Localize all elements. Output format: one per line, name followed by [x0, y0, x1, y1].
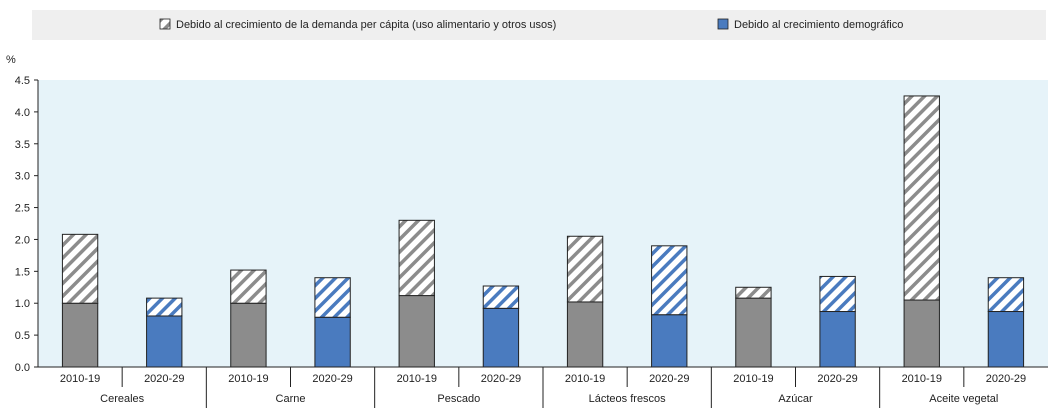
bar-demographic	[398, 295, 435, 368]
x-tick-label-period: 2010-19	[733, 373, 773, 385]
legend-background	[32, 10, 1046, 40]
x-tick-label-period: 2010-19	[60, 373, 100, 385]
bar-percapita	[230, 269, 267, 304]
bar-percapita	[566, 235, 604, 303]
bar-percapita	[819, 275, 856, 313]
bar-demographic	[482, 307, 520, 368]
x-group-label: Pescado	[437, 393, 480, 405]
x-tick-label-period: 2020-29	[649, 373, 689, 385]
legend-swatch-percapita	[159, 18, 171, 30]
legend-label-percapita: Debido al crecimiento de la demanda per …	[176, 19, 556, 31]
y-tick-label: 4.0	[15, 107, 30, 119]
bar-percapita	[651, 245, 688, 316]
y-tick-label: 1.5	[15, 266, 30, 278]
x-group-label: Carne	[276, 393, 306, 405]
y-tick-label: 3.5	[15, 139, 30, 151]
x-tick-label-period: 2010-19	[397, 373, 437, 385]
bar-demographic	[314, 316, 351, 368]
x-tick-label-period: 2010-19	[228, 373, 268, 385]
x-group-label: Cereales	[100, 393, 145, 405]
bar-demographic	[230, 302, 267, 368]
y-tick-label: 0.5	[15, 330, 30, 342]
bar-percapita	[314, 277, 351, 318]
x-group-label: Azúcar	[778, 393, 813, 405]
x-axis: 2010-19 2020-29 2010-19 2020-29 2010-19 2020-…	[60, 367, 1026, 408]
x-group-label: Lácteos frescos	[589, 393, 667, 405]
x-group-label: Aceite vegetal	[929, 393, 998, 405]
y-tick-label: 3.0	[15, 171, 30, 183]
y-tick-label: 4.5	[15, 75, 30, 87]
bar-percapita	[398, 219, 435, 297]
plot-background	[38, 80, 1048, 367]
bar-percapita	[482, 285, 520, 309]
x-tick-label-period: 2020-29	[817, 373, 857, 385]
x-tick-label-period: 2020-29	[144, 373, 184, 385]
bar-percapita	[735, 286, 772, 299]
bar-demographic	[987, 311, 1025, 368]
bar-demographic	[819, 311, 856, 368]
y-axis-unit-label: %	[6, 54, 16, 66]
x-tick-label-period: 2020-29	[481, 373, 521, 385]
x-tick-label-period: 2010-19	[565, 373, 605, 385]
x-tick-label-period: 2010-19	[902, 373, 942, 385]
bar-percapita	[903, 95, 940, 301]
y-axis: 0.0 0.5 1.0 1.5 2.0 2.5 3.0 3.5 4.0 4.5	[15, 75, 38, 374]
y-tick-label: 1.0	[15, 298, 30, 310]
legend-label-demographic: Debido al crecimiento demográfico	[734, 19, 903, 31]
bar-demographic	[651, 314, 688, 368]
legend: Debido al crecimiento de la demanda per …	[32, 10, 1046, 40]
bar-demographic	[61, 302, 99, 368]
x-tick-label-period: 2020-29	[312, 373, 352, 385]
y-tick-label: 2.0	[15, 234, 30, 246]
bar-demographic	[146, 315, 183, 368]
bar-demographic	[903, 299, 940, 368]
legend-swatch-demographic	[717, 18, 729, 30]
bar-percapita	[61, 233, 99, 304]
y-tick-label: 2.5	[15, 203, 30, 215]
bar-percapita	[987, 277, 1025, 313]
bar-demographic	[735, 297, 772, 368]
x-tick-label-period: 2020-29	[986, 373, 1026, 385]
bar-percapita	[146, 297, 183, 317]
bar-demographic	[566, 301, 604, 368]
bars	[61, 95, 1025, 368]
y-tick-label: 0.0	[15, 362, 30, 374]
